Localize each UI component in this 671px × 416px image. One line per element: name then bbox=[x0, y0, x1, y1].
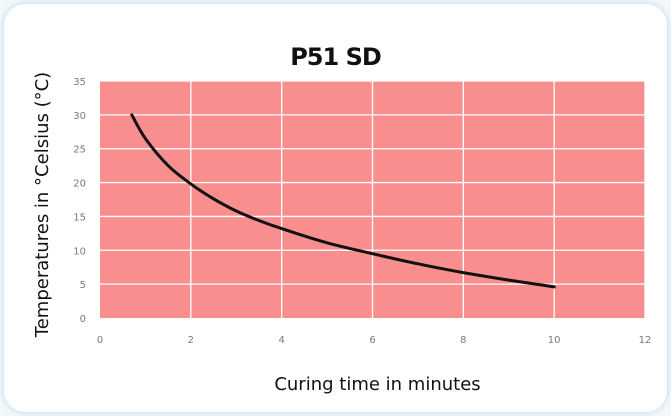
x-tick-label: 8 bbox=[460, 335, 466, 346]
y-tick-label: 0 bbox=[80, 314, 86, 325]
chart-title: P51 SD bbox=[290, 43, 382, 71]
y-tick-label: 30 bbox=[73, 111, 86, 122]
x-tick-label: 2 bbox=[188, 335, 194, 346]
x-tick-label: 6 bbox=[369, 335, 375, 346]
x-tick-label: 10 bbox=[548, 335, 561, 346]
x-tick-label: 4 bbox=[278, 335, 284, 346]
x-tick-label: 0 bbox=[97, 335, 103, 346]
y-tick-label: 25 bbox=[73, 145, 86, 156]
y-tick-label: 10 bbox=[73, 246, 86, 257]
y-tick-label: 15 bbox=[73, 212, 86, 223]
x-axis-title: Curing time in minutes bbox=[274, 374, 480, 395]
x-tick-label: 12 bbox=[639, 335, 652, 346]
y-tick-label: 5 bbox=[80, 280, 86, 291]
series-layer bbox=[130, 113, 556, 289]
y-tick-label: 20 bbox=[73, 179, 86, 190]
y-tick-label: 35 bbox=[73, 77, 86, 88]
grid-lines bbox=[100, 80, 646, 318]
series-line bbox=[130, 113, 556, 289]
tick-labels: 0 2 4 6 8 10 12 0 5 10 15 20 25 30 35 bbox=[73, 77, 651, 346]
y-axis-title: Temperatures in °Celsius (°C) bbox=[32, 72, 53, 338]
